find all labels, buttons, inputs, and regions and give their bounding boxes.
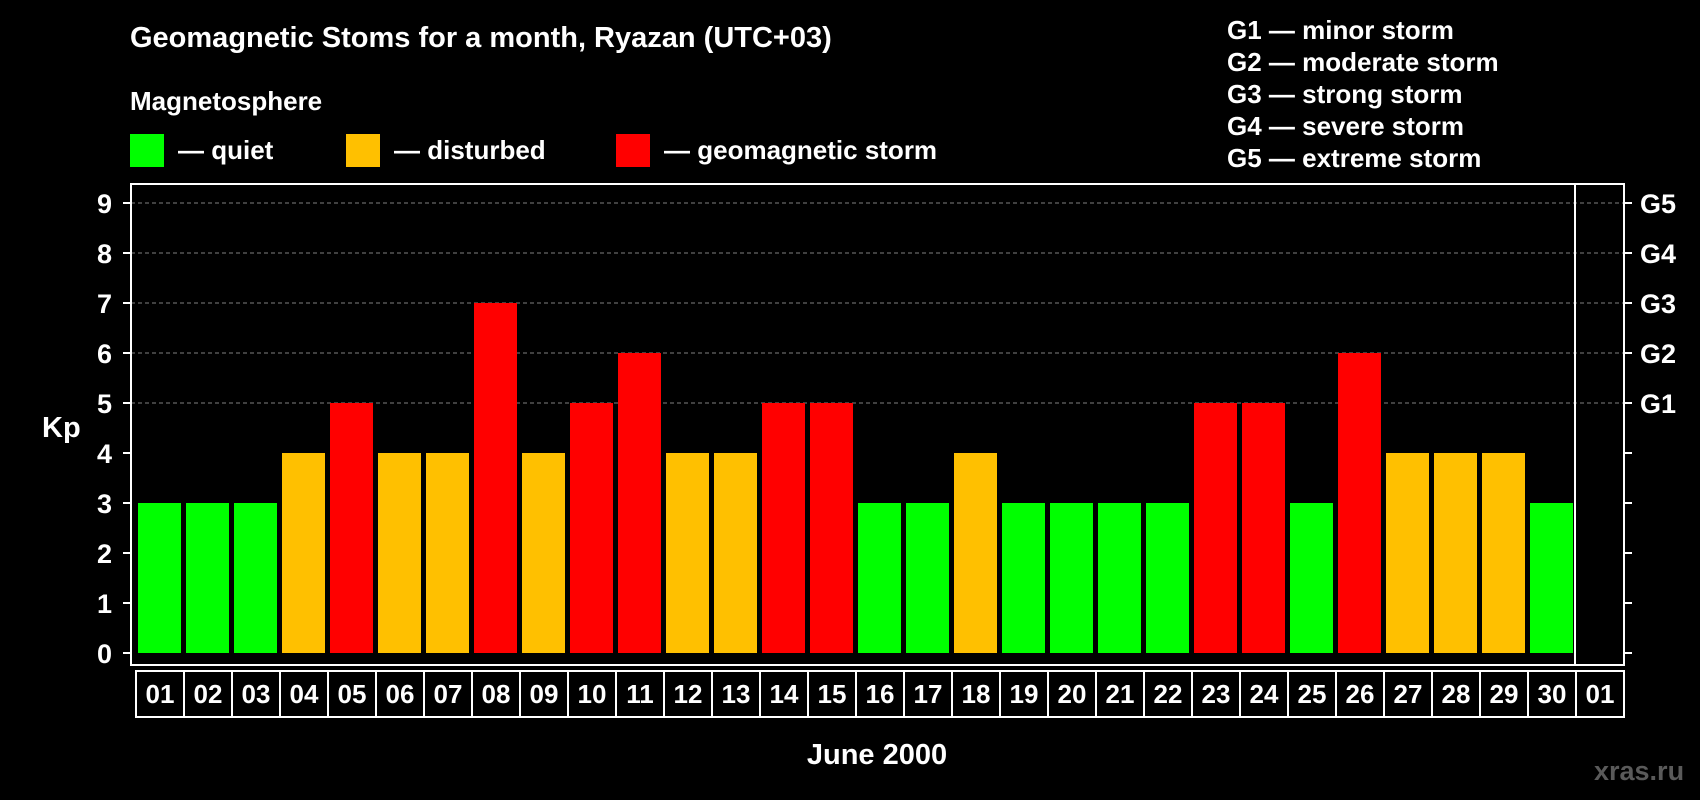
y-axis-label: Kp <box>42 412 81 444</box>
g-scale-item-g1: G1 — minor storm <box>1227 15 1454 45</box>
bar <box>1002 503 1045 653</box>
x-tick-label: 14 <box>770 679 799 709</box>
y-tick-label: 2 <box>97 539 112 569</box>
x-tick-label: 01 <box>1586 679 1615 709</box>
legend-swatch-storm <box>616 134 650 167</box>
bar <box>474 303 517 653</box>
x-tick-label: 08 <box>482 679 511 709</box>
legend-item-quiet: — quiet <box>130 134 273 167</box>
g-scale-item-g2: G2 — moderate storm <box>1227 47 1499 77</box>
x-tick-label: 27 <box>1394 679 1423 709</box>
bar <box>1146 503 1189 653</box>
y-tick-label: 1 <box>97 589 112 619</box>
x-tick-label: 24 <box>1250 679 1279 709</box>
bar <box>1194 403 1237 653</box>
bar <box>1050 503 1093 653</box>
legend-item-disturbed: — disturbed <box>346 134 546 167</box>
bar <box>282 453 325 653</box>
x-tick-label: 09 <box>530 679 559 709</box>
bar <box>954 453 997 653</box>
y-tick-label: 4 <box>97 439 112 469</box>
x-tick-label: 21 <box>1106 679 1135 709</box>
x-tick-label: 25 <box>1298 679 1327 709</box>
x-tick-label: 01 <box>146 679 175 709</box>
g-axis-label: G4 <box>1640 239 1676 269</box>
y-tick-label: 6 <box>97 339 112 369</box>
y-tick-label: 5 <box>97 389 112 419</box>
x-tick-label: 06 <box>386 679 415 709</box>
y-tick-label: 7 <box>97 289 112 319</box>
legend-label-disturbed: — disturbed <box>394 135 546 165</box>
y-tick-label: 8 <box>97 239 112 269</box>
bar <box>1434 453 1477 653</box>
bar <box>234 503 277 653</box>
legend-label-storm: — geomagnetic storm <box>664 135 938 165</box>
x-tick-label: 17 <box>914 679 943 709</box>
bar <box>1386 453 1429 653</box>
bar <box>1338 353 1381 653</box>
g-axis-label: G1 <box>1640 389 1676 419</box>
x-label-frame <box>135 670 1625 718</box>
bar <box>1530 503 1573 653</box>
x-tick-label: 15 <box>818 679 847 709</box>
bar <box>1290 503 1333 653</box>
legend-item-storm: — geomagnetic storm <box>616 134 937 167</box>
x-tick-label: 30 <box>1538 679 1567 709</box>
bar <box>522 453 565 653</box>
x-tick-label: 20 <box>1058 679 1087 709</box>
y-tick-label: 3 <box>97 489 112 519</box>
bar <box>186 503 229 653</box>
x-tick-label: 23 <box>1202 679 1231 709</box>
x-tick-label: 04 <box>290 679 319 709</box>
x-tick-label: 03 <box>242 679 271 709</box>
bar <box>1098 503 1141 653</box>
bar <box>378 453 421 653</box>
bar <box>714 453 757 653</box>
bar <box>138 503 181 653</box>
bar <box>426 453 469 653</box>
g-scale-item-g5: G5 — extreme storm <box>1227 143 1482 173</box>
x-tick-label: 13 <box>722 679 751 709</box>
x-tick-label: 29 <box>1490 679 1519 709</box>
x-axis-label: June 2000 <box>807 739 947 771</box>
g-axis-label: G2 <box>1640 339 1676 369</box>
x-tick-label: 18 <box>962 679 991 709</box>
x-tick-label: 28 <box>1442 679 1471 709</box>
bar <box>762 403 805 653</box>
x-tick-label: 19 <box>1010 679 1039 709</box>
g-axis-label: G5 <box>1640 189 1676 219</box>
bar <box>570 403 613 653</box>
watermark: xras.ru <box>1594 756 1685 786</box>
y-tick-label: 0 <box>97 639 112 669</box>
g-scale-legend: G1 — minor storm G2 — moderate storm G3 … <box>1227 14 1499 174</box>
bar <box>906 503 949 653</box>
x-tick-label: 02 <box>194 679 223 709</box>
x-tick-label: 22 <box>1154 679 1183 709</box>
g-scale-item-g3: G3 — strong storm <box>1227 79 1463 109</box>
bar <box>1242 403 1285 653</box>
legend-swatch-disturbed <box>346 134 380 167</box>
x-tick-label: 05 <box>338 679 367 709</box>
bar <box>1482 453 1525 653</box>
plot-frame <box>130 183 1625 666</box>
x-tick-label: 11 <box>626 679 654 709</box>
bar <box>666 453 709 653</box>
x-tick-label: 26 <box>1346 679 1375 709</box>
bar <box>810 403 853 653</box>
x-tick-label: 07 <box>434 679 463 709</box>
legend-swatch-quiet <box>130 134 164 167</box>
bar <box>858 503 901 653</box>
y-tick-label: 9 <box>97 189 112 219</box>
chart-title: Geomagnetic Stoms for a month, Ryazan (U… <box>130 22 832 54</box>
g-axis-label: G3 <box>1640 289 1676 319</box>
legend-label-quiet: — quiet <box>178 135 274 165</box>
x-tick-label: 16 <box>866 679 895 709</box>
bar <box>618 353 661 653</box>
x-tick-label: 10 <box>578 679 607 709</box>
x-tick-label: 12 <box>674 679 703 709</box>
legend-heading: Magnetosphere <box>130 86 323 116</box>
bar <box>330 403 373 653</box>
g-scale-item-g4: G4 — severe storm <box>1227 111 1465 141</box>
